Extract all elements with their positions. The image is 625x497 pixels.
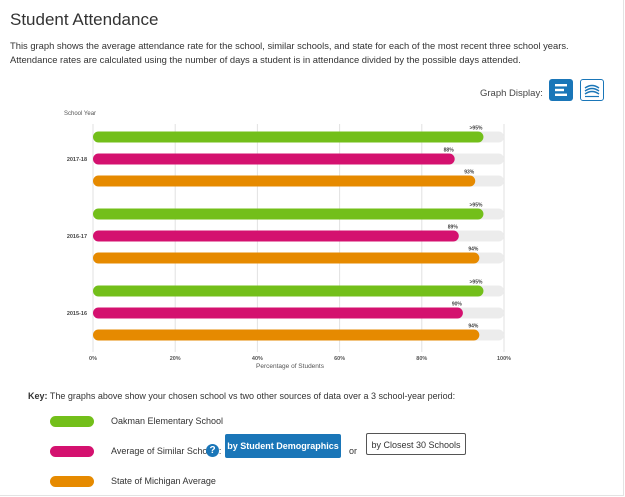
state-legend-label: State of Michigan Average [111, 476, 216, 486]
bar-chart-view-button[interactable] [549, 79, 573, 101]
x-tick-label: 20% [170, 356, 181, 362]
x-axis-title: Percentage of Students [256, 363, 324, 370]
page-description: This graph shows the average attendance … [10, 40, 569, 65]
school-legend-swatch [50, 416, 94, 427]
x-tick-label: 80% [416, 356, 427, 362]
x-tick-label: 60% [334, 356, 345, 362]
key-text: The graphs above show your chosen school… [49, 391, 456, 401]
bar [93, 131, 484, 143]
data-label: >95% [470, 203, 483, 209]
bar [93, 252, 480, 264]
bar [93, 208, 484, 220]
category-label: 2016-17 [67, 234, 87, 240]
bar [93, 329, 480, 341]
bar [93, 285, 484, 297]
help-icon[interactable]: ? [206, 444, 219, 457]
page-title: Student Attendance [10, 10, 159, 29]
attendance-bar-chart: 0% 20% 40% 60% 80% 100% 2017-18 >95% 88% 93% 2016-… [67, 124, 511, 362]
y-axis-title: School Year [64, 111, 97, 117]
bar-chart-icon [555, 84, 567, 96]
category-label: 2017-18 [67, 157, 87, 163]
data-label: >95% [470, 126, 483, 132]
data-label: >95% [470, 280, 483, 286]
key-description: Key: The graphs above show your chosen s… [28, 391, 455, 401]
x-tick-label: 40% [252, 356, 263, 362]
by-student-demographics-button[interactable]: by Student Demographics [225, 434, 341, 458]
data-label: 90% [452, 302, 463, 308]
bar [93, 175, 476, 187]
data-label: 88% [444, 148, 455, 154]
bar [93, 307, 463, 319]
data-label: 94% [468, 247, 479, 253]
data-label: 89% [448, 225, 459, 231]
key-lead: Key: [28, 391, 48, 401]
x-tick-label: 100% [497, 356, 511, 362]
category-label: 2015-16 [67, 311, 87, 317]
data-label: 93% [464, 170, 475, 176]
by-closest-30-schools-button[interactable]: by Closest 30 Schools [366, 433, 466, 455]
line-chart-view-button[interactable] [580, 79, 604, 101]
bar [93, 230, 459, 242]
school-legend-label: Oakman Elementary School [111, 416, 224, 426]
line-chart-icon [584, 84, 600, 98]
x-tick-label: 0% [89, 356, 97, 362]
similar-legend-label: Average of Similar Schools: [111, 446, 222, 456]
bar [93, 153, 455, 165]
graph-display-label: Graph Display: [480, 88, 543, 99]
data-label: 94% [468, 324, 479, 330]
state-legend-swatch [50, 476, 94, 487]
or-label: or [349, 446, 358, 456]
similar-legend-swatch [50, 446, 94, 457]
